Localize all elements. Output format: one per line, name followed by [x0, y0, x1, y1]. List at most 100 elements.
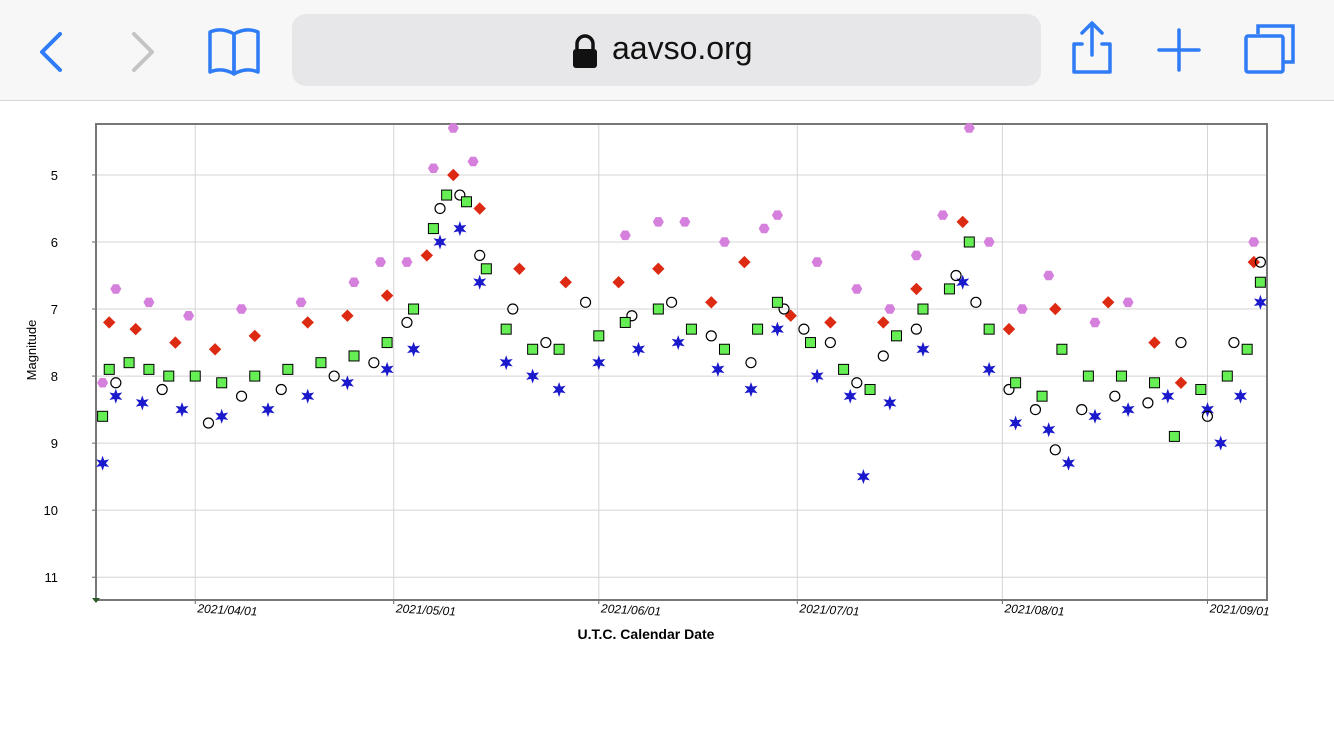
data-point: [1029, 404, 1042, 416]
data-point: [937, 210, 949, 220]
data-point: [671, 335, 685, 351]
back-button[interactable]: [40, 32, 62, 72]
x-tick-label: 2021/05/01: [395, 601, 457, 618]
lock-icon: [573, 34, 597, 68]
data-point: [593, 330, 605, 342]
data-point: [169, 336, 182, 349]
data-point: [1254, 256, 1266, 268]
data-point: [175, 402, 189, 418]
data-point: [427, 223, 439, 235]
data-point: [420, 249, 434, 262]
new-tab-button[interactable]: [1157, 28, 1201, 72]
data-point: [1049, 302, 1062, 316]
data-point: [738, 255, 751, 269]
x-tick-label: 2021/07/01: [798, 601, 860, 618]
data-point: [1142, 397, 1154, 409]
data-point: [275, 383, 287, 396]
data-point: [626, 310, 638, 322]
data-point: [202, 417, 215, 429]
forward-button[interactable]: [132, 32, 154, 72]
data-point: [135, 395, 149, 411]
data-point: [407, 341, 421, 357]
data-point: [1148, 336, 1161, 349]
data-point: [719, 237, 730, 247]
data-point: [129, 322, 142, 336]
data-point: [851, 284, 863, 294]
data-point: [261, 402, 275, 418]
data-point: [652, 217, 664, 227]
data-point: [552, 381, 566, 398]
share-button[interactable]: [1072, 21, 1112, 74]
plot-area: [96, 124, 1267, 600]
data-point: [1201, 410, 1214, 422]
plot-frame: [95, 123, 1268, 601]
y-tick-label: 7: [51, 302, 58, 317]
data-point: [249, 370, 261, 382]
data-point: [1043, 270, 1055, 281]
address-bar[interactable]: [292, 14, 1041, 86]
y-tick-label: 11: [45, 570, 59, 585]
data-point: [798, 323, 810, 335]
x-tick-label: 2021/09/01: [1208, 601, 1270, 618]
data-point: [612, 275, 625, 289]
data-point: [1088, 408, 1102, 424]
data-point: [441, 189, 453, 201]
data-point: [1109, 390, 1121, 402]
data-point: [143, 297, 155, 308]
data-point: [143, 363, 155, 375]
data-point: [1016, 304, 1028, 314]
data-point: [631, 341, 646, 357]
data-point: [982, 361, 996, 377]
y-tick-label: 8: [51, 369, 58, 384]
data-point: [771, 210, 783, 220]
data-point: [235, 390, 248, 402]
data-point: [527, 343, 539, 355]
data-point: [97, 410, 109, 422]
bookmarks-button[interactable]: [208, 28, 260, 76]
data-point: [1254, 276, 1266, 288]
data-point: [619, 230, 631, 241]
data-point: [216, 377, 228, 389]
data-point: [1089, 317, 1101, 328]
x-axis-label: U.T.C. Calendar Date: [578, 626, 715, 642]
data-point: [375, 257, 386, 267]
data-point: [652, 262, 665, 276]
y-tick-label: 6: [51, 235, 58, 250]
data-point: [1241, 343, 1253, 355]
tabs-button[interactable]: [1244, 24, 1295, 74]
data-point: [963, 236, 975, 248]
data-point: [956, 274, 970, 290]
data-point: [401, 316, 413, 329]
data-point: [950, 269, 962, 282]
data-point: [1056, 343, 1068, 355]
data-point: [401, 257, 413, 267]
data-point: [910, 282, 923, 296]
data-point: [592, 355, 606, 371]
data-point: [473, 274, 487, 290]
data-point: [1049, 444, 1061, 456]
data-point: [368, 357, 380, 369]
data-point: [1168, 430, 1180, 442]
data-point: [1214, 435, 1228, 451]
data-point: [838, 363, 850, 375]
data-point: [884, 304, 896, 314]
data-point: [248, 329, 262, 343]
data-point: [685, 323, 697, 335]
data-point: [771, 296, 783, 308]
y-tick-label: 9: [51, 436, 58, 451]
data-point: [1082, 370, 1094, 382]
data-point: [97, 378, 109, 388]
data-point: [460, 196, 472, 208]
data-point: [348, 277, 360, 287]
data-point: [110, 284, 122, 294]
data-point: [183, 311, 195, 321]
browser-toolbar: aavso.org: [0, 0, 1334, 101]
data-point: [758, 223, 770, 234]
x-tick-label: 2021/08/01: [1003, 601, 1065, 618]
data-point: [282, 363, 294, 375]
data-point: [434, 202, 446, 215]
data-point: [983, 323, 995, 335]
data-point: [295, 297, 307, 308]
data-point: [891, 330, 903, 342]
